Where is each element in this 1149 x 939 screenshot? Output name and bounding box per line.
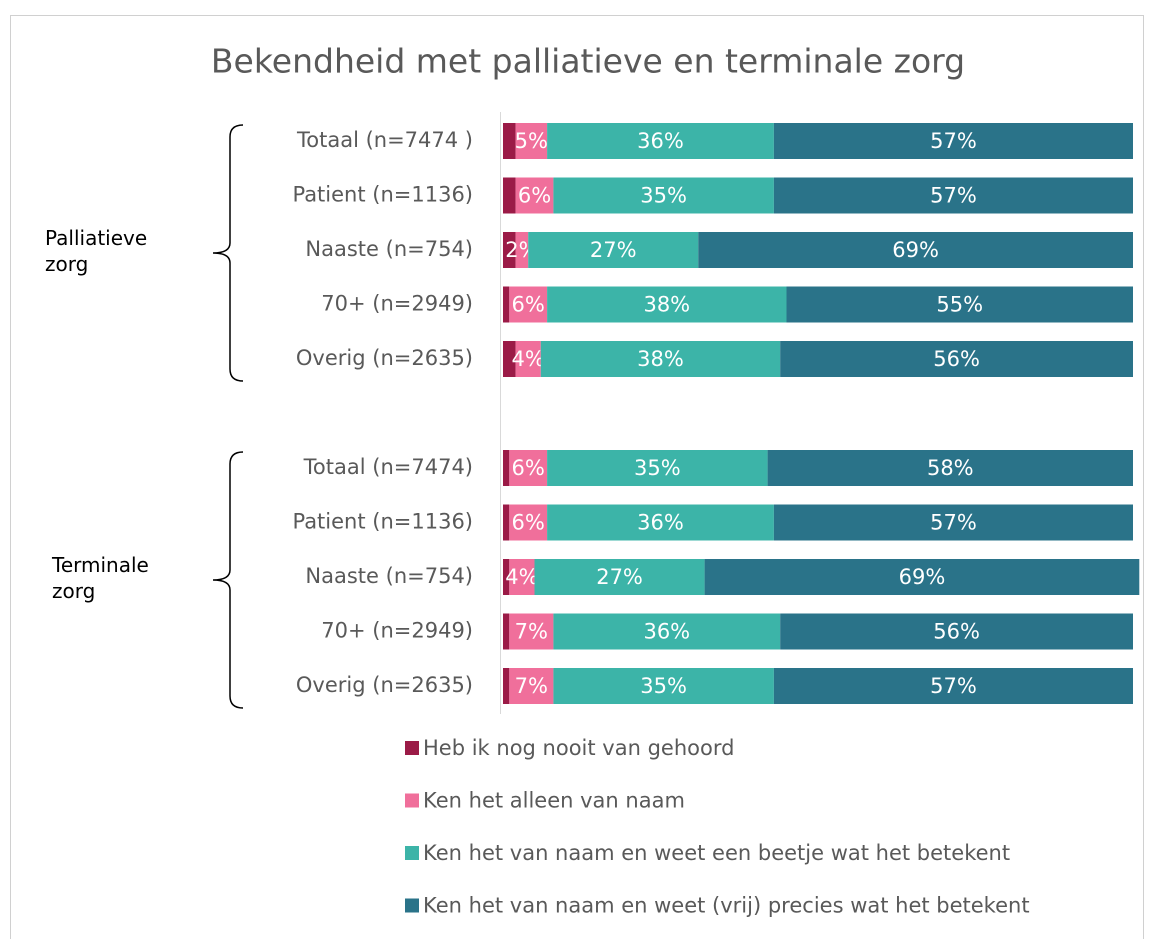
category-label: Naaste (n=754) [305, 237, 473, 261]
category-label: Patient (n=1136) [292, 510, 473, 534]
bar-segment [509, 450, 548, 486]
bar-segment [780, 341, 1133, 377]
data-label: 57% [930, 129, 977, 153]
data-label: 57% [930, 674, 977, 698]
bar-segment [704, 559, 1140, 595]
group-label: Palliatieve zorg [45, 226, 148, 276]
bar-segment [540, 341, 781, 377]
data-label: 36% [637, 129, 684, 153]
data-label: 57% [930, 511, 977, 535]
category-label: Overig (n=2635) [296, 673, 473, 697]
legend-swatch [405, 741, 419, 755]
bar-segment [547, 286, 787, 323]
legend-label: Ken het van naam en weet (vrij) precies … [423, 894, 1030, 918]
category-label: 70+ (n=2949) [321, 619, 473, 643]
legend-label: Heb ik nog nooit van gehoord [423, 736, 734, 760]
data-label: 38% [643, 293, 690, 317]
data-label: 58% [927, 456, 974, 480]
bar-segment [515, 123, 548, 159]
legend-swatch [405, 846, 419, 860]
data-label: 35% [640, 674, 687, 698]
category-label: Totaal (n=7474) [303, 455, 473, 479]
legend-swatch [405, 898, 419, 913]
bar-segment [547, 504, 774, 541]
legend-label: Ken het van naam en weet een beetje wat … [423, 841, 1010, 865]
bar-segment [503, 286, 510, 323]
bar-segment [503, 450, 510, 486]
bar-segment [515, 177, 554, 214]
data-label: 69% [899, 565, 946, 589]
bar-segment [503, 177, 516, 214]
bar-segment [503, 559, 510, 595]
data-label: 27% [596, 565, 643, 589]
bar-segment [534, 559, 705, 595]
data-label: 6% [518, 184, 551, 208]
data-label: 5% [515, 129, 548, 153]
data-label: 6% [512, 511, 545, 535]
data-label: 57% [930, 184, 977, 208]
chart-title: Bekendheid met palliatieve en terminale … [211, 42, 965, 81]
data-label: 56% [933, 347, 980, 371]
group-bracket [212, 451, 244, 709]
bar-segment [503, 341, 516, 377]
bar-segment [547, 123, 774, 159]
bar-segment [553, 613, 781, 650]
data-label: 6% [512, 293, 545, 317]
bar-segment [553, 177, 774, 214]
data-label: 6% [512, 456, 545, 480]
bar-segment [509, 668, 554, 704]
bar-segment [503, 668, 510, 704]
bar-segment [698, 232, 1133, 268]
data-label: 7% [515, 674, 548, 698]
data-label: 36% [637, 511, 684, 535]
bar-segment [773, 123, 1133, 159]
bar-segment [503, 232, 516, 268]
bar-segment [767, 450, 1133, 486]
category-label: Naaste (n=754) [305, 564, 473, 588]
bar-segment [509, 613, 554, 650]
category-label: Totaal (n=7474 ) [296, 128, 473, 152]
bar-segment [553, 668, 774, 704]
legend-swatch [405, 793, 419, 808]
data-label: 35% [634, 456, 681, 480]
bar-segment [503, 504, 510, 541]
bar-segment [515, 341, 541, 377]
category-label: Overig (n=2635) [296, 346, 473, 370]
bar-segment [780, 613, 1133, 650]
data-label: 27% [590, 238, 637, 262]
data-label: 35% [640, 184, 687, 208]
legend-label: Ken het alleen van naam [423, 789, 685, 813]
bar-segment [786, 286, 1133, 323]
data-label: 55% [936, 293, 983, 317]
bar-segment [528, 232, 699, 268]
data-label: 69% [892, 238, 939, 262]
data-label: 7% [515, 620, 548, 644]
bar-segment [503, 123, 516, 159]
bar-segment [547, 450, 768, 486]
data-label: 36% [643, 620, 690, 644]
bar-segment [515, 232, 529, 268]
bar-segment [503, 613, 510, 650]
bar-segment [509, 504, 548, 541]
category-label: Patient (n=1136) [292, 183, 473, 207]
bar-segment [509, 286, 548, 323]
bar-segment [773, 504, 1133, 541]
data-label: 4% [505, 565, 538, 589]
chart-border [10, 15, 1144, 939]
data-label: 4% [512, 347, 545, 371]
bar-segment [509, 559, 535, 595]
bar-segment [773, 668, 1133, 704]
data-label: 56% [933, 620, 980, 644]
group-bracket [212, 124, 244, 382]
data-label: 38% [637, 347, 684, 371]
bar-segment [773, 177, 1133, 214]
category-label: 70+ (n=2949) [321, 292, 473, 316]
group-label: Terminale zorg [52, 553, 149, 603]
